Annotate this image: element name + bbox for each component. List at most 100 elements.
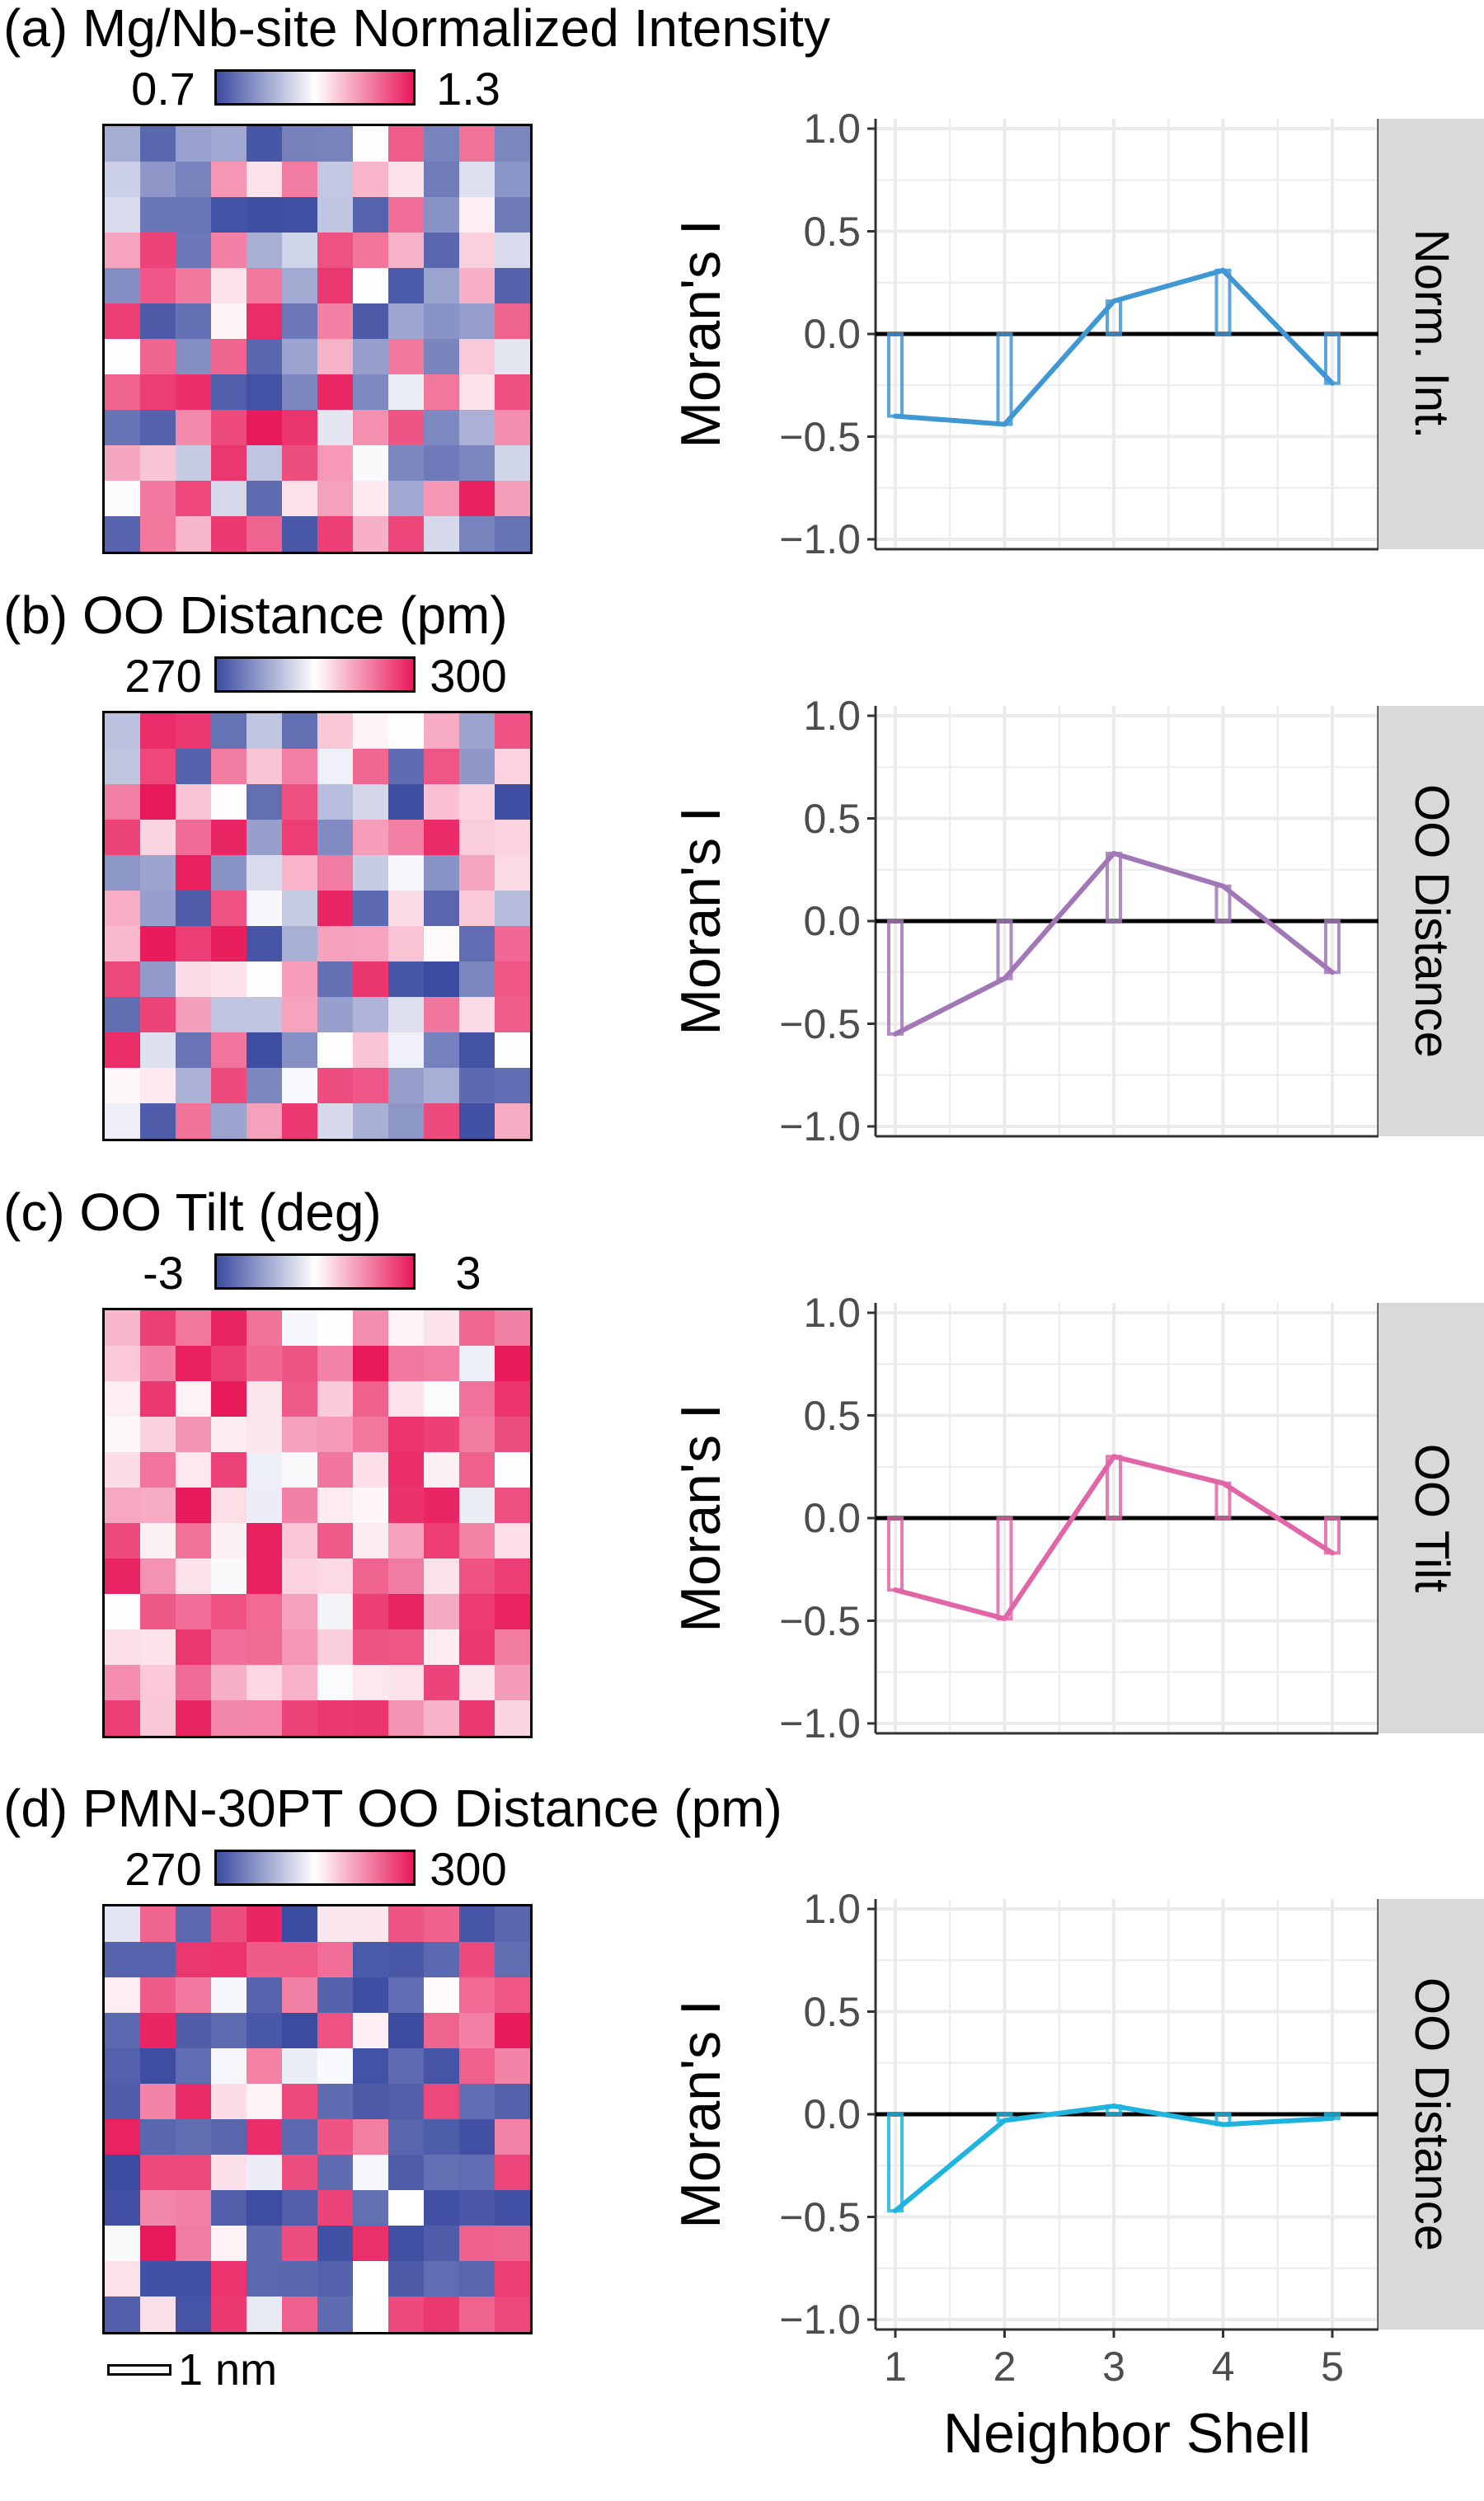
heatmap-cell — [459, 1381, 495, 1417]
heatmap-cell — [105, 1488, 141, 1524]
heatmap-cell — [211, 926, 247, 962]
heatmap-cell — [424, 2155, 460, 2191]
heatmap-cell — [176, 1523, 212, 1559]
heatmap-cell — [282, 1346, 318, 1382]
heatmap-cell — [424, 516, 460, 552]
heatmap-cell — [247, 445, 283, 482]
heatmap-cell — [353, 233, 389, 269]
heatmap-cell — [176, 2048, 212, 2085]
heatmap-cell — [495, 2013, 530, 2049]
heatmap-cell — [353, 1310, 389, 1347]
heatmap-cell — [105, 997, 141, 1033]
heatmap-cell — [353, 339, 389, 375]
heatmap-cell — [211, 749, 247, 785]
heatmap-cell — [388, 2013, 425, 2049]
heatmap-cell — [105, 1417, 141, 1453]
heatmap-cell — [211, 891, 247, 927]
heatmap-cell — [140, 445, 176, 482]
heatmap-cell — [424, 1942, 460, 1978]
heatmap-cell — [495, 197, 530, 233]
heatmap-cell — [211, 303, 247, 340]
heatmap — [102, 711, 533, 1141]
heatmap-cell — [105, 1665, 141, 1701]
heatmap-cell — [282, 1310, 318, 1347]
data-point — [893, 413, 898, 419]
heatmap-cell — [282, 1068, 318, 1104]
heatmap-cell — [495, 1629, 530, 1666]
heatmap-cell — [282, 233, 318, 269]
heatmap-cell — [140, 1068, 176, 1104]
heatmap-cell — [459, 233, 495, 269]
heatmap-cell — [424, 1977, 460, 2014]
heatmap-cell — [105, 516, 141, 552]
colorbar-max-label: 300 — [430, 1843, 507, 1895]
heatmap-cell — [176, 2155, 212, 2191]
heatmap-cell — [105, 1523, 141, 1559]
heatmap-cell — [388, 197, 425, 233]
heatmap-cell — [353, 2226, 389, 2262]
heatmap-cell — [140, 1977, 176, 2014]
heatmap-cell — [105, 126, 141, 162]
heatmap-cell — [495, 2261, 530, 2297]
y-tick-label: 0.0 — [803, 2091, 861, 2137]
heatmap-cell — [424, 1523, 460, 1559]
scalebar — [107, 2364, 171, 2376]
heatmap-cell — [282, 749, 318, 785]
heatmap-cell — [176, 1594, 212, 1630]
data-point — [1220, 883, 1226, 889]
heatmap-cell — [176, 855, 212, 891]
heatmap-cell — [388, 2261, 425, 2297]
heatmap-cell — [495, 1558, 530, 1595]
y-tick-label: 1.0 — [803, 693, 861, 739]
heatmap-cell — [388, 2190, 425, 2226]
heatmap-cell — [176, 2226, 212, 2262]
heatmap-cell — [105, 445, 141, 482]
heatmap-cell — [495, 1665, 530, 1701]
heatmap-cell — [282, 997, 318, 1033]
heatmap-cell — [495, 784, 530, 820]
heatmap-cell — [282, 2226, 318, 2262]
heatmap-cell — [211, 784, 247, 820]
heatmap-cell — [211, 445, 247, 482]
heatmap-cell — [353, 2297, 389, 2332]
heatmap-cell — [211, 1032, 247, 1069]
heatmap-cell — [247, 1977, 283, 2014]
heatmap-cell — [176, 516, 212, 552]
heatmap-cell — [353, 2155, 389, 2191]
heatmap-cell — [140, 303, 176, 340]
data-point — [1330, 380, 1335, 386]
heatmap-cell — [282, 1032, 318, 1069]
colorbar-min-label: 270 — [124, 1843, 202, 1895]
heatmap-cell — [459, 2084, 495, 2120]
heatmap-cell — [317, 339, 354, 375]
heatmap-cell — [176, 1452, 212, 1488]
heatmap-cell — [282, 162, 318, 198]
heatmap-cell — [140, 2155, 176, 2191]
heatmap-cell — [459, 2048, 495, 2085]
heatmap-cell — [282, 1523, 318, 1559]
heatmap-cell — [176, 1700, 212, 1736]
heatmap-cell — [424, 2119, 460, 2155]
data-point — [1330, 1550, 1335, 1556]
heatmap-cell — [424, 2013, 460, 2049]
heatmap-cell — [140, 339, 176, 375]
y-tick-label: −0.5 — [779, 1000, 861, 1047]
heatmap-cell — [247, 1906, 283, 1943]
heatmap-cell — [495, 855, 530, 891]
heatmap-cell — [140, 410, 176, 446]
heatmap-cell — [211, 1452, 247, 1488]
heatmap-cell — [105, 1381, 141, 1417]
heatmap-cell — [459, 1452, 495, 1488]
y-tick-label: 0.0 — [803, 311, 861, 357]
heatmap-cell — [282, 820, 318, 856]
heatmap-cell — [176, 2261, 212, 2297]
heatmap-cell — [282, 268, 318, 304]
heatmap-cell — [495, 233, 530, 269]
heatmap-cell — [353, 126, 389, 162]
heatmap-cell — [459, 303, 495, 340]
heatmap-cell — [140, 2297, 176, 2332]
heatmap-cell — [282, 1558, 318, 1595]
heatmap-cell — [247, 339, 283, 375]
heatmap-cell — [317, 1523, 354, 1559]
